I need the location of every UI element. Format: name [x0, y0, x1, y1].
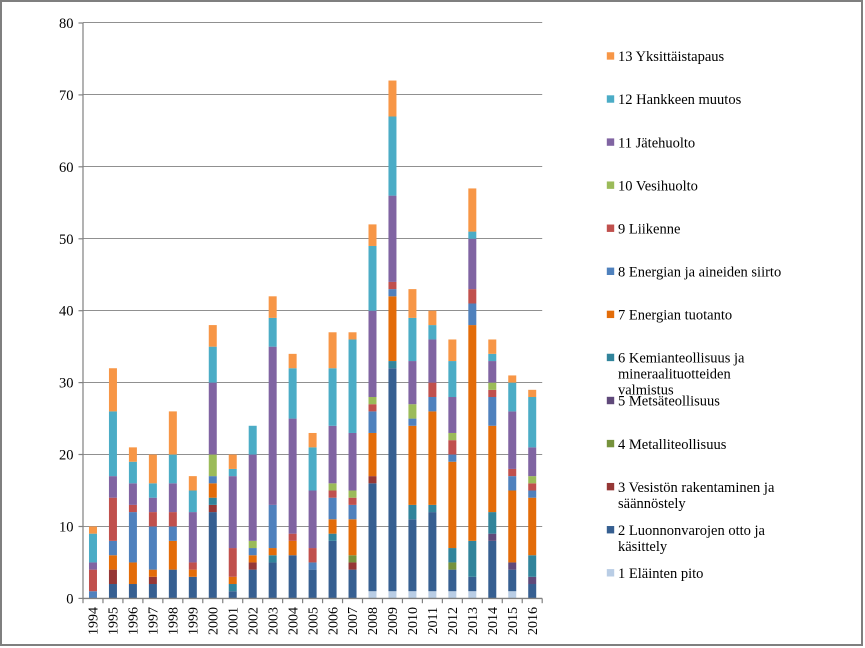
svg-text:80: 80 [59, 16, 74, 32]
svg-text:2001: 2001 [226, 607, 241, 635]
svg-text:12 Hankkeen muutos: 12 Hankkeen muutos [618, 92, 742, 108]
svg-text:13 Yksittäistapaus: 13 Yksittäistapaus [618, 49, 725, 65]
svg-text:2007: 2007 [346, 607, 361, 635]
svg-text:8 Energian ja aineiden siirto: 8 Energian ja aineiden siirto [618, 265, 781, 281]
svg-text:10 Vesihuolto: 10 Vesihuolto [618, 178, 698, 194]
svg-text:2011: 2011 [426, 607, 441, 634]
svg-text:2002: 2002 [246, 607, 261, 635]
svg-text:2009: 2009 [386, 607, 401, 635]
svg-text:1996: 1996 [127, 607, 142, 635]
svg-text:10: 10 [59, 520, 74, 536]
svg-text:60: 60 [59, 160, 74, 176]
svg-text:2005: 2005 [306, 607, 321, 635]
svg-text:1997: 1997 [147, 607, 162, 635]
svg-text:50: 50 [59, 232, 74, 248]
svg-text:5 Metsäteollisuus: 5 Metsäteollisuus [618, 394, 720, 410]
svg-text:7 Energian tuotanto: 7 Energian tuotanto [618, 308, 732, 324]
svg-text:2015: 2015 [506, 607, 521, 635]
svg-text:30: 30 [59, 376, 74, 392]
svg-text:11 Jätehuolto: 11 Jätehuolto [618, 135, 695, 151]
svg-text:1995: 1995 [107, 607, 122, 635]
svg-text:2013: 2013 [466, 607, 481, 635]
svg-text:2010: 2010 [406, 607, 421, 635]
svg-text:2003: 2003 [266, 607, 281, 635]
svg-text:1998: 1998 [167, 607, 182, 635]
svg-text:2014: 2014 [486, 607, 501, 635]
svg-text:20: 20 [59, 448, 74, 464]
svg-text:9 Liikenne: 9 Liikenne [618, 221, 680, 237]
svg-text:1999: 1999 [187, 607, 202, 635]
svg-text:2012: 2012 [446, 607, 461, 635]
svg-text:40: 40 [59, 304, 74, 320]
svg-text:1994: 1994 [87, 607, 102, 635]
svg-text:70: 70 [59, 88, 74, 104]
svg-text:2000: 2000 [206, 607, 221, 635]
svg-text:2008: 2008 [366, 607, 381, 635]
svg-text:0: 0 [66, 591, 73, 607]
svg-text:2004: 2004 [286, 607, 301, 635]
svg-text:2016: 2016 [526, 607, 541, 635]
svg-text:1 Eläinten pito: 1 Eläinten pito [618, 566, 703, 582]
svg-text:4 Metalliteollisuus: 4 Metalliteollisuus [618, 437, 727, 453]
svg-text:2006: 2006 [326, 607, 341, 635]
